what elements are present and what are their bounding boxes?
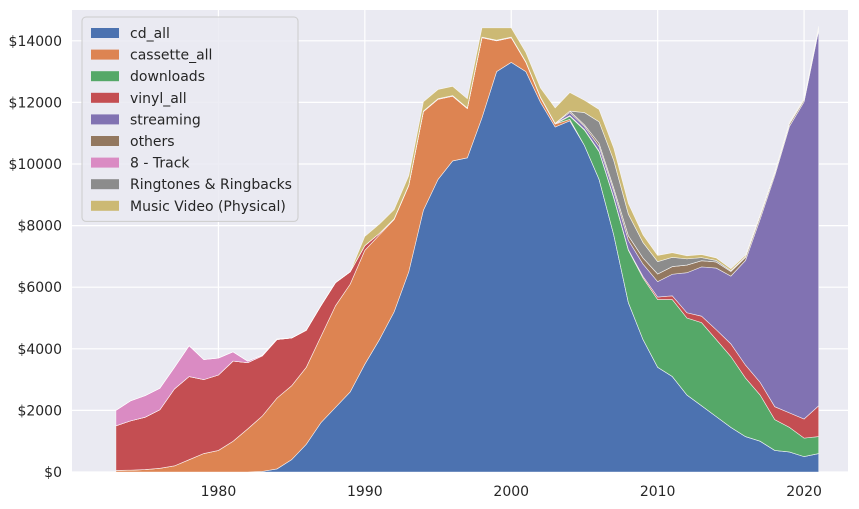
y-tick-label: $12000 <box>9 95 62 111</box>
x-tick-label: 1990 <box>347 484 383 500</box>
legend-label: Music Video (Physical) <box>130 199 286 215</box>
legend-swatch <box>91 200 119 211</box>
y-tick-label: $0 <box>44 465 62 481</box>
y-axis-ticks: $0 $2000 $4000 $6000 $8000 $10000 $12000 $14000 <box>9 34 62 481</box>
y-tick-label: $8000 <box>17 219 62 235</box>
legend-swatch <box>91 71 119 82</box>
legend-label: cd_all <box>130 26 170 42</box>
area-series-group <box>115 26 820 473</box>
y-tick-label: $6000 <box>17 280 62 296</box>
legend-swatch <box>91 92 119 103</box>
x-tick-label: 2010 <box>640 484 676 500</box>
legend-label: downloads <box>130 69 205 85</box>
x-tick-label: 2000 <box>493 484 529 500</box>
legend-label: cassette_all <box>130 48 212 64</box>
legend-box <box>81 16 299 222</box>
legend-swatch <box>91 157 119 168</box>
x-tick-label: 2020 <box>786 484 822 500</box>
y-tick-label: $4000 <box>17 342 62 358</box>
legend-swatch <box>91 28 119 38</box>
legend-label: Ringtones & Ringbacks <box>130 177 292 193</box>
legend-swatch <box>91 179 119 190</box>
legend-label: 8 - Track <box>130 156 190 172</box>
area-music-video-physical- <box>115 26 820 411</box>
y-tick-label: $2000 <box>17 403 62 419</box>
y-tick-label: $10000 <box>9 157 62 173</box>
legend-swatch <box>91 49 119 60</box>
legend-label: vinyl_all <box>130 91 187 107</box>
legend-label: streaming <box>130 112 201 128</box>
legend-label: others <box>130 134 175 150</box>
y-tick-label: $14000 <box>9 34 62 50</box>
legend: cd_all cassette_all downloads vinyl_allstre… <box>81 16 299 222</box>
x-tick-label: 1980 <box>201 484 237 500</box>
legend-swatch <box>91 114 119 125</box>
x-axis-ticks: 1980 1990 2000 2010 2020 <box>201 484 822 500</box>
legend-swatch <box>91 136 119 146</box>
